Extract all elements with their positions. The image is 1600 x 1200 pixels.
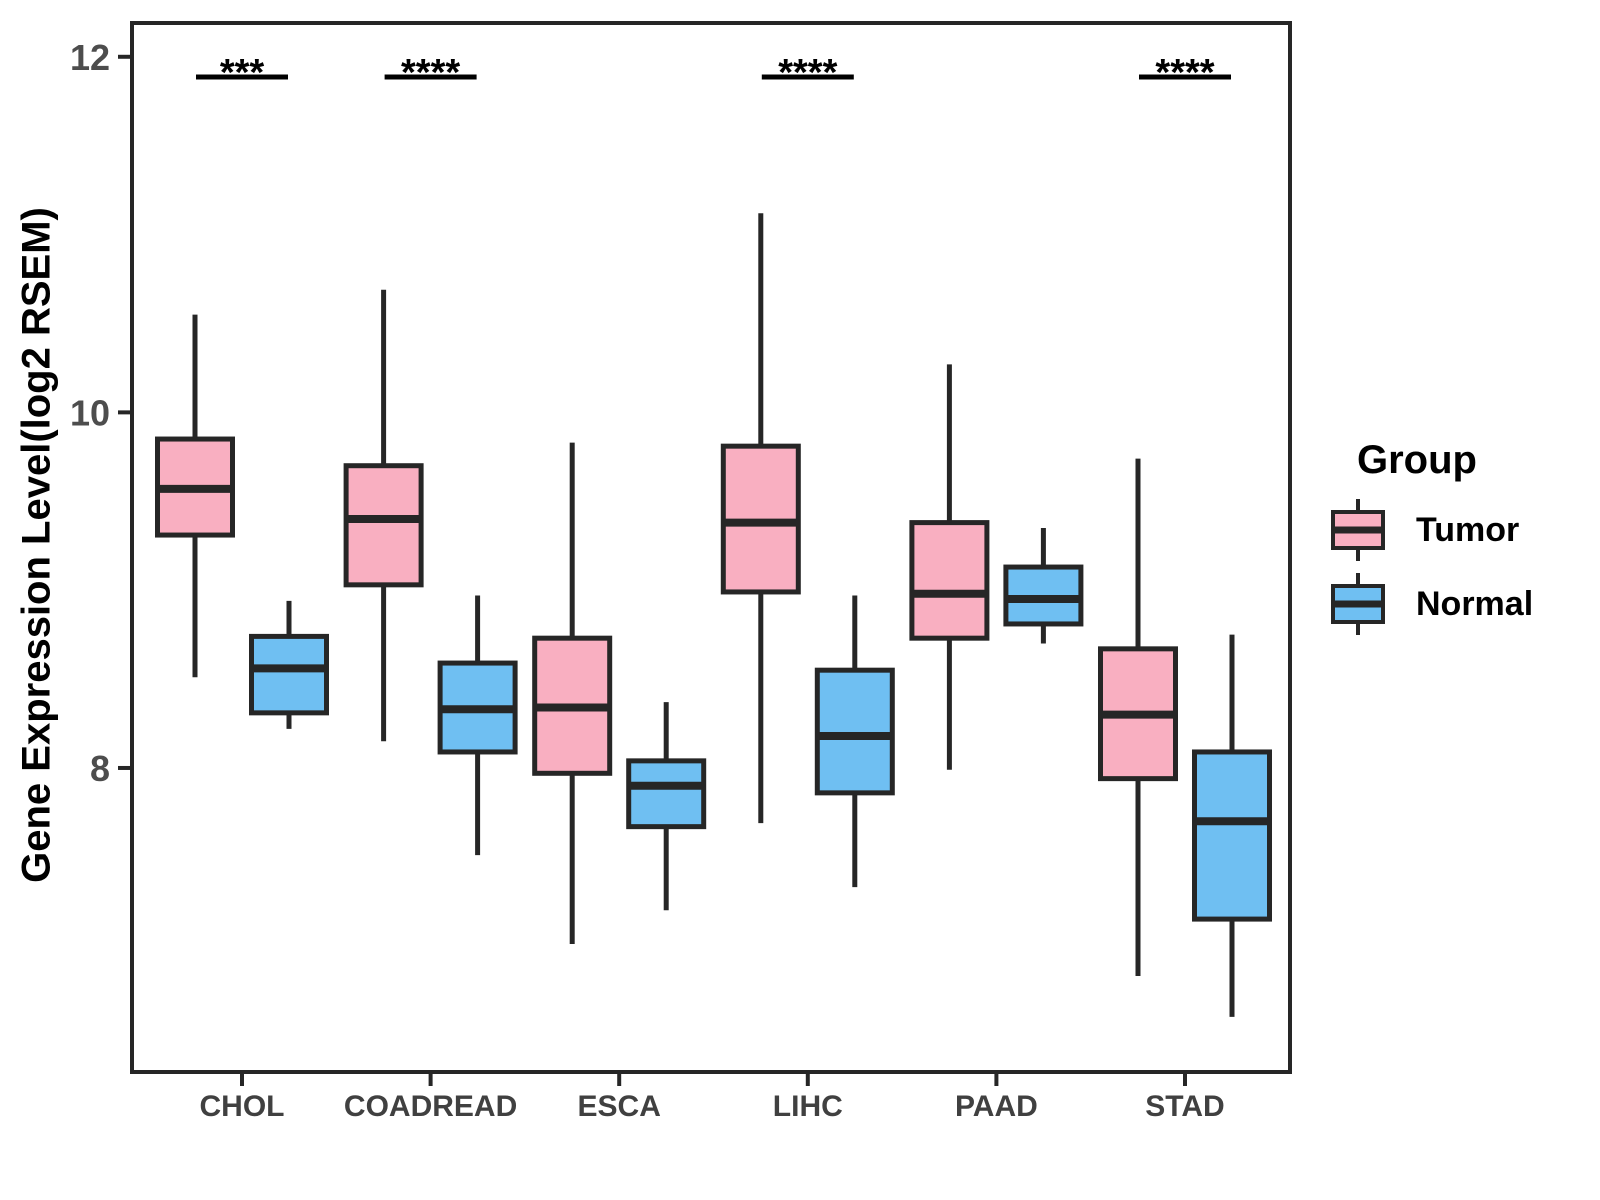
y-axis-tick-label: 8: [90, 748, 110, 789]
significance-stars-lihc: ****: [778, 52, 837, 94]
tumor-box-group-chol: [155, 314, 235, 678]
x-axis-category-label: LIHC: [773, 1090, 843, 1123]
y-axis-tick-label: 10: [70, 392, 110, 433]
normal-box-group-coadread: [437, 595, 518, 856]
tumor-box-group-esca: [532, 442, 613, 944]
iqr-box: [1192, 749, 1272, 922]
legend: Group Tumor Normal: [1330, 438, 1590, 645]
normal-box-group-chol: [249, 600, 329, 729]
tumor-box-group-stad: [1098, 458, 1178, 976]
x-axis-category-label: STAD: [1145, 1090, 1224, 1123]
tumor-box-group-paad: [909, 364, 990, 770]
legend-item-normal: Normal: [1330, 571, 1590, 637]
significance-stars-stad: ****: [1155, 52, 1214, 94]
x-axis-category-label: COADREAD: [344, 1090, 517, 1123]
iqr-box: [249, 633, 329, 716]
x-axis-category-label: ESCA: [578, 1090, 661, 1123]
normal-box-group-paad: [1003, 527, 1084, 644]
normal-box-group-lihc: [814, 595, 895, 888]
normal-boxplot-key-icon: [1331, 573, 1385, 635]
legend-item-tumor: Tumor: [1330, 497, 1590, 563]
iqr-box: [909, 520, 990, 641]
x-axis-category-label: PAAD: [955, 1090, 1038, 1123]
significance-stars-chol: ***: [220, 52, 265, 94]
tumor-box-group-lihc: [720, 213, 801, 824]
plot-border: [130, 21, 1292, 1074]
y-axis-tick-label: 12: [70, 37, 110, 78]
significance-stars-coadread: ****: [401, 52, 460, 94]
tumor-box-group-coadread: [343, 289, 424, 742]
iqr-box: [626, 758, 707, 830]
normal-box-group-esca: [626, 702, 707, 911]
tumor-boxplot-key-icon: [1331, 499, 1385, 561]
normal-box-group-stad: [1192, 634, 1272, 1017]
x-axis-category-label: CHOL: [200, 1090, 285, 1123]
iqr-box: [343, 463, 424, 588]
iqr-box: [814, 667, 895, 796]
legend-label-tumor: Tumor: [1416, 510, 1520, 549]
legend-label-normal: Normal: [1416, 584, 1534, 623]
legend-title: Group: [1357, 438, 1477, 482]
